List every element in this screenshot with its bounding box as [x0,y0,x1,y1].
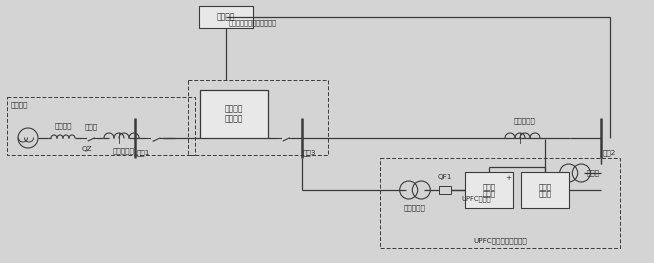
Text: 串联变压器: 串联变压器 [514,117,536,124]
Text: QF1: QF1 [438,174,452,180]
Text: 系统阻抗: 系统阻抗 [54,122,72,129]
Text: 断路器: 断路器 [84,123,97,130]
Bar [199,6,253,28]
Text: 并联变压器: 并联变压器 [404,204,426,211]
Text: QZ: QZ [82,146,92,152]
Bar [521,172,569,208]
Text: 电压扰动发生装置旁路开关: 电压扰动发生装置旁路开关 [229,19,277,26]
Text: 电抗器: 电抗器 [587,170,600,176]
Text: UPFC低压物理模型装置: UPFC低压物理模型装置 [473,237,527,244]
Bar [7,97,195,155]
Text: 电压扰动
发生装置: 电压扰动 发生装置 [225,104,243,124]
Text: 并联侧
换流器: 并联侧 换流器 [483,183,496,197]
Bar [380,158,620,248]
Text: 母线1: 母线1 [137,149,150,156]
Bar [465,172,513,208]
Text: UPFC软起动: UPFC软起动 [461,195,490,202]
Text: 母线3: 母线3 [303,149,317,156]
Text: 试验电源: 试验电源 [11,101,29,108]
Text: 母线2: 母线2 [603,149,616,156]
Bar [200,90,268,138]
Bar [439,186,451,194]
Text: 串联侧
换流器: 串联侧 换流器 [538,183,551,197]
Text: +: + [505,175,511,181]
Text: 移相装置: 移相装置 [216,13,235,22]
Text: 升压变压器: 升压变压器 [113,147,135,154]
Bar [188,80,328,155]
